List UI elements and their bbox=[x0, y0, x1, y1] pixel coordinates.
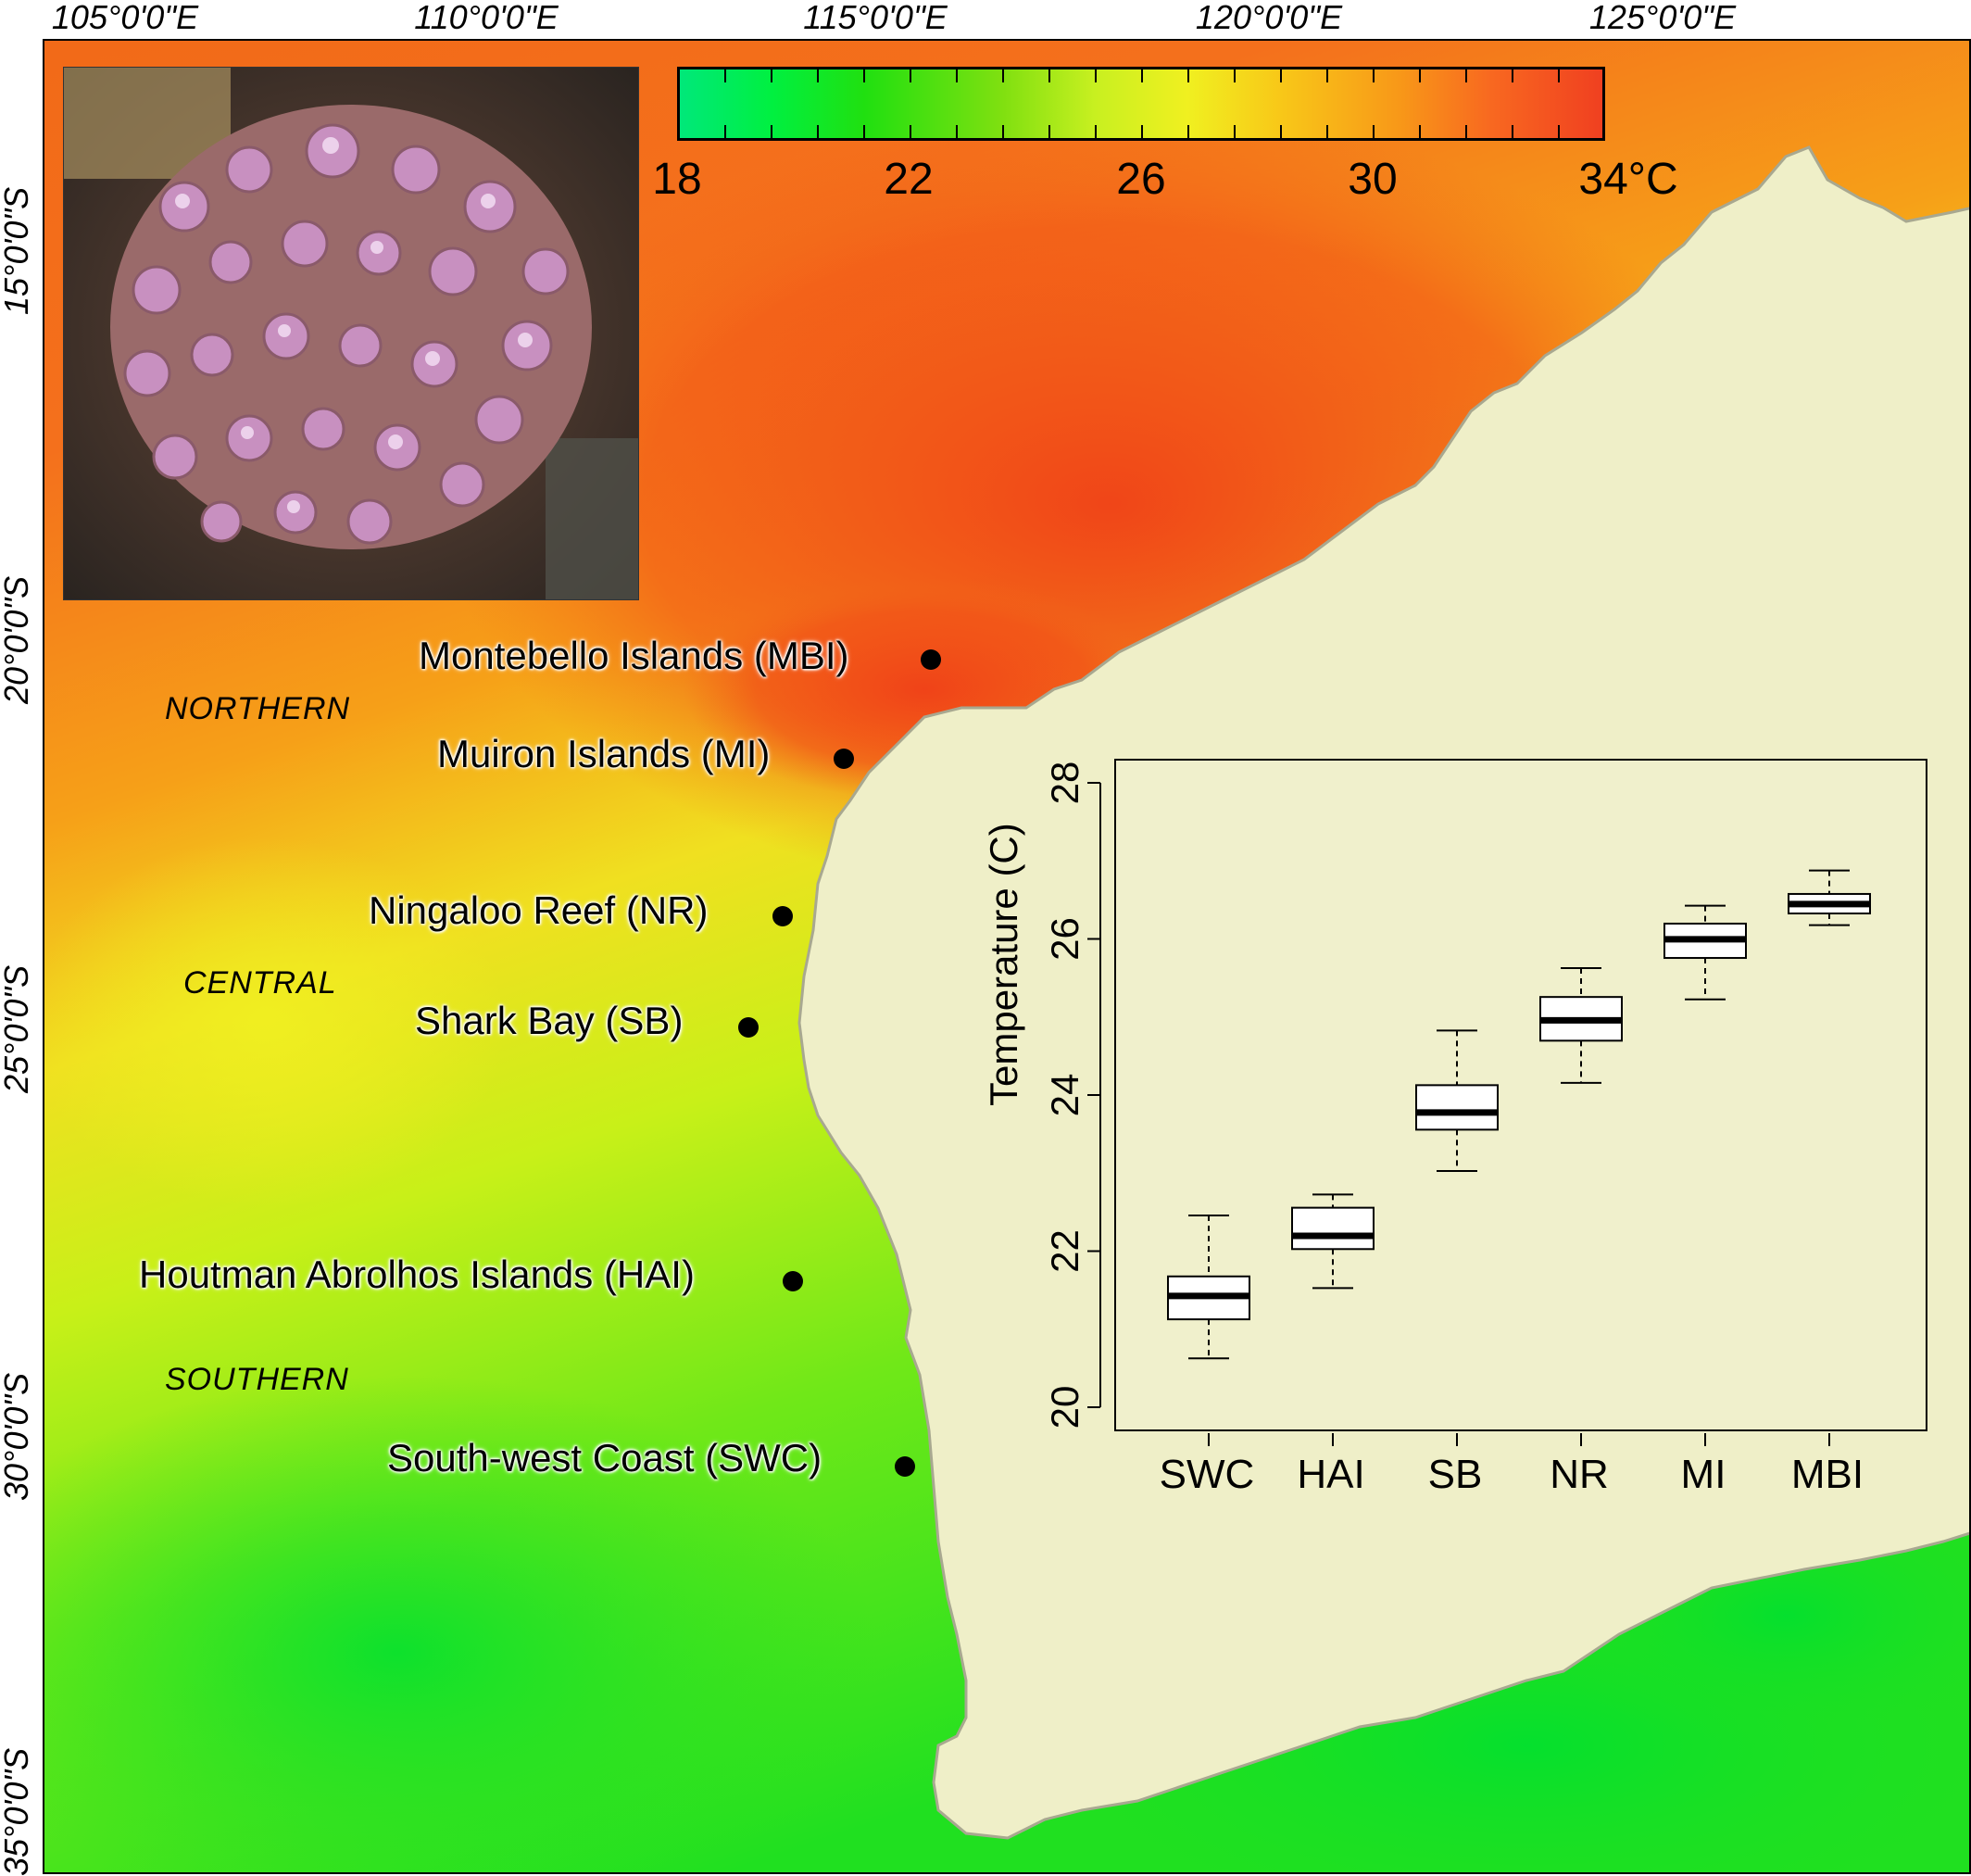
lat-label-25: 25°0'0"S bbox=[0, 964, 35, 1093]
iqr-box bbox=[1291, 1206, 1375, 1251]
sst-colorbar bbox=[677, 67, 1605, 141]
lon-label-125: 125°0'0"E bbox=[1588, 0, 1737, 36]
lat-label-20: 20°0'0"S bbox=[0, 575, 35, 704]
site-marker-hai[interactable] bbox=[783, 1271, 803, 1291]
site-marker-sb[interactable] bbox=[738, 1017, 759, 1038]
coral-image bbox=[64, 68, 638, 599]
site-label-mbi: Montebello Islands (MBI) bbox=[419, 634, 849, 677]
sst-map: 18 22 26 30 34°C NORTHERN CENTRAL SOUTHE… bbox=[43, 39, 1971, 1874]
x-tick-label-nr: NR bbox=[1550, 1452, 1609, 1497]
colorbar-label-34: 34°C bbox=[1578, 155, 1678, 204]
site-marker-swc[interactable] bbox=[895, 1456, 915, 1477]
box-sb bbox=[1415, 1029, 1499, 1173]
lat-label-35: 35°0'0"S bbox=[0, 1747, 35, 1876]
y-tick-label: 26 bbox=[1043, 917, 1086, 961]
box-nr bbox=[1539, 966, 1623, 1084]
site-marker-mbi[interactable] bbox=[921, 649, 941, 670]
y-tick-label: 22 bbox=[1043, 1229, 1086, 1273]
lon-label-105: 105°0'0"E bbox=[51, 0, 199, 36]
site-label-sb: Shark Bay (SB) bbox=[415, 999, 684, 1042]
site-label-swc: South-west Coast (SWC) bbox=[387, 1436, 822, 1479]
colorbar-label-22: 22 bbox=[884, 155, 934, 204]
region-label-central: CENTRAL bbox=[183, 965, 337, 1001]
y-tick-label: 28 bbox=[1043, 762, 1086, 805]
lon-label-110: 110°0'0"E bbox=[414, 0, 559, 36]
site-label-hai: Houtman Abrolhos Islands (HAI) bbox=[139, 1253, 695, 1296]
lat-label-15: 15°0'0"S bbox=[0, 186, 35, 315]
iqr-box bbox=[1415, 1084, 1499, 1131]
box-mbi bbox=[1788, 869, 1871, 926]
site-label-nr: Ningaloo Reef (NR) bbox=[369, 888, 709, 932]
colorbar-label-18: 18 bbox=[652, 155, 702, 204]
boxplot-svg bbox=[1167, 869, 1871, 1446]
cool-water-region bbox=[44, 1375, 878, 1872]
colorbar-label-26: 26 bbox=[1116, 155, 1166, 204]
box-swc bbox=[1167, 1215, 1250, 1360]
lat-label-30: 30°0'0"S bbox=[0, 1372, 35, 1501]
site-marker-nr[interactable] bbox=[772, 906, 793, 926]
x-tick-label-sb: SB bbox=[1427, 1452, 1483, 1497]
site-marker-mi[interactable] bbox=[834, 749, 854, 769]
coral-photo bbox=[63, 67, 639, 600]
box-hai bbox=[1291, 1193, 1375, 1290]
lon-label-115: 115°0'0"E bbox=[803, 0, 948, 36]
x-tick-label-hai: HAI bbox=[1297, 1452, 1365, 1497]
colorbar-label-30: 30 bbox=[1348, 155, 1398, 204]
box-mi bbox=[1663, 904, 1747, 1001]
x-tick-label-mbi: MBI bbox=[1790, 1452, 1864, 1497]
x-tick-label-swc: SWC bbox=[1159, 1452, 1255, 1497]
y-tick-label: 24 bbox=[1043, 1074, 1086, 1117]
boxplot-y-axis-title: Temperature (C) bbox=[982, 823, 1025, 1106]
region-label-southern: SOUTHERN bbox=[165, 1362, 349, 1397]
temperature-boxplot bbox=[1114, 759, 1927, 1446]
y-tick-label: 20 bbox=[1043, 1386, 1086, 1429]
lon-label-120: 120°0'0"E bbox=[1195, 0, 1343, 36]
region-label-northern: NORTHERN bbox=[165, 691, 351, 726]
x-tick-label-mi: MI bbox=[1680, 1452, 1726, 1497]
yellow-eddy bbox=[44, 837, 508, 1208]
boxplot-y-axis: 20 22 24 26 28 bbox=[1043, 762, 1101, 1429]
site-label-mi: Muiron Islands (MI) bbox=[437, 732, 771, 775]
